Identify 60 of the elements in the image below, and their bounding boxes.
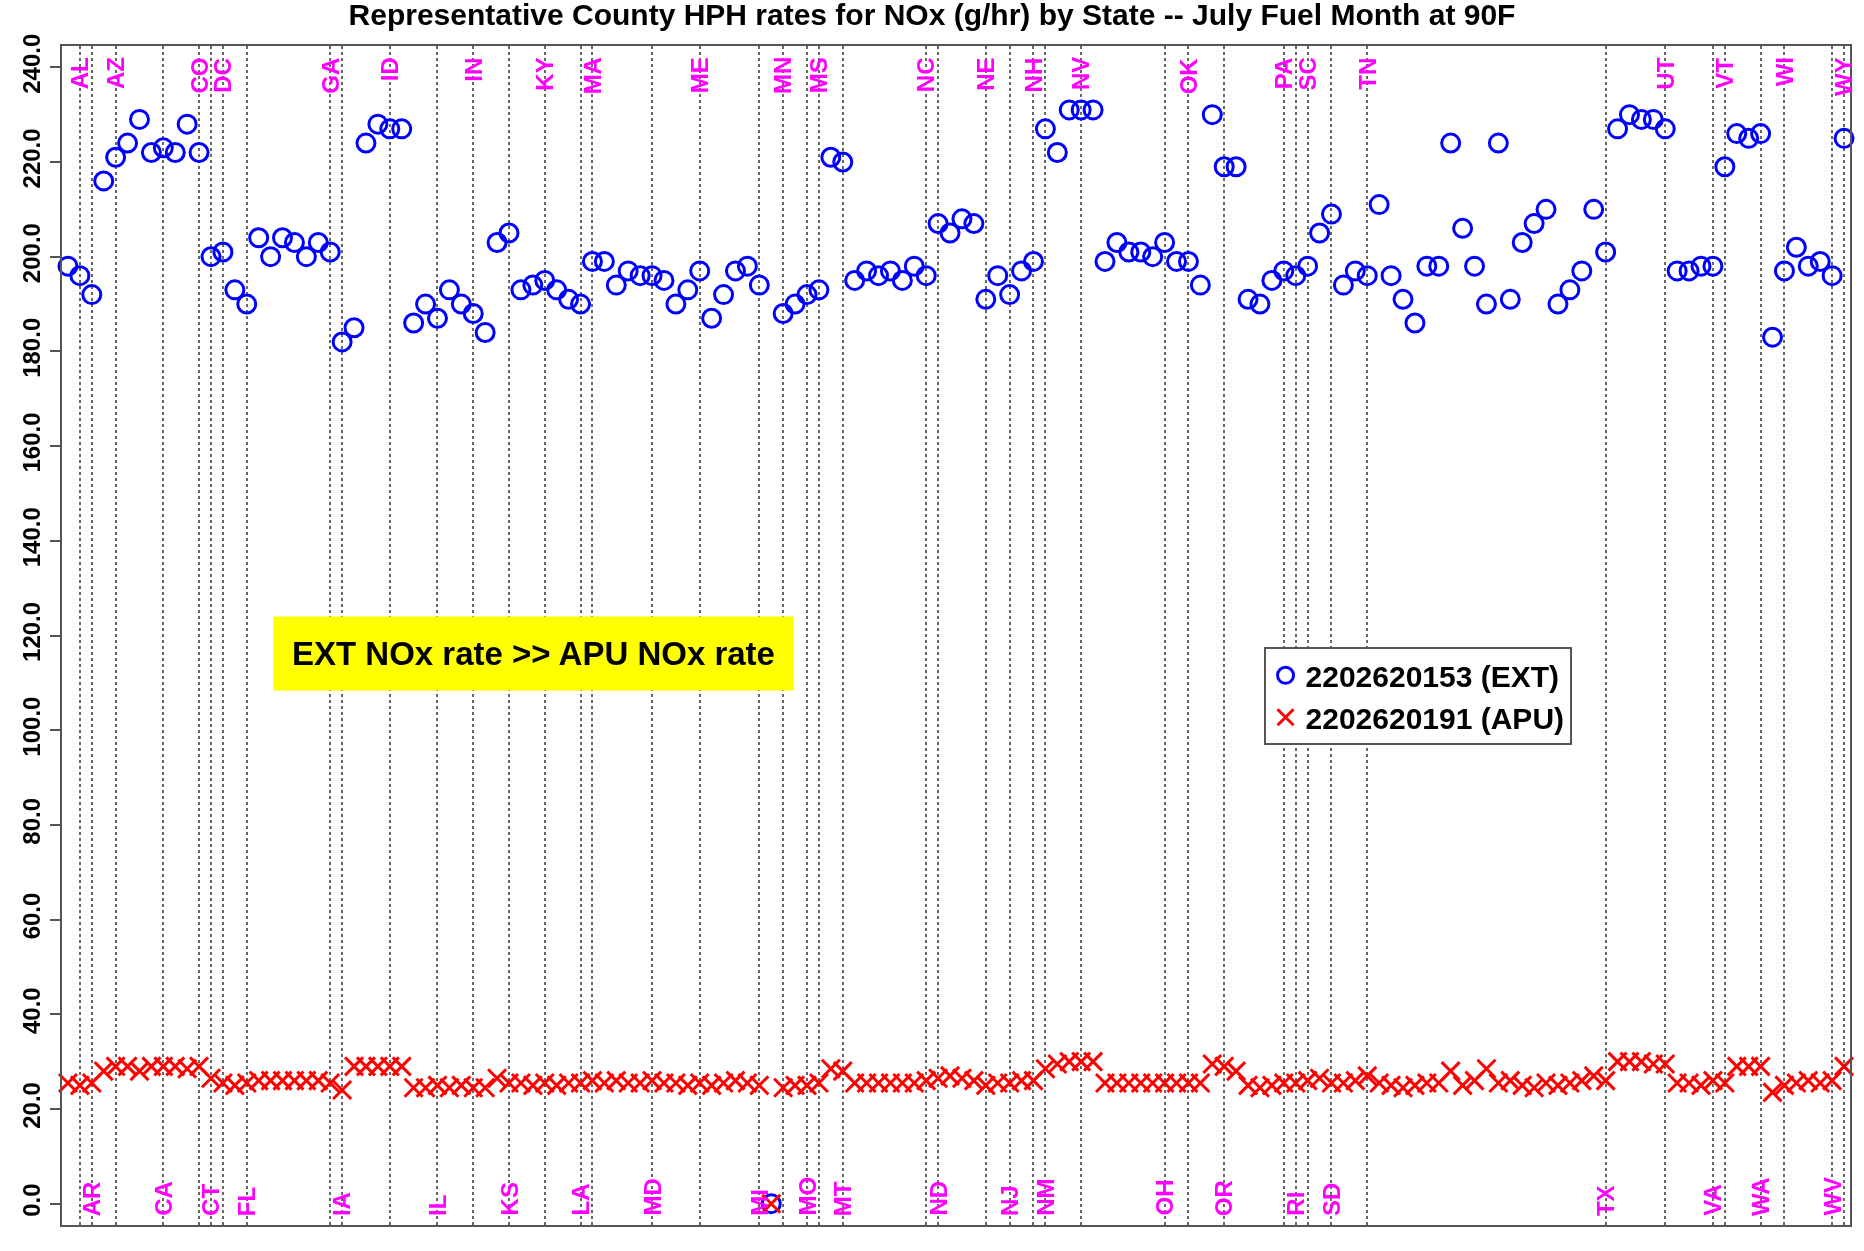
x-tick-label: MO <box>793 1176 821 1216</box>
legend-label: 2202620191 (APU) <box>1305 701 1565 735</box>
x-tick-label: MT <box>829 1181 857 1217</box>
x-tick-label: ID <box>376 57 404 82</box>
y-tick-label: 200.0 <box>18 223 46 284</box>
x-tick-label: KS <box>495 1182 523 1216</box>
annotation: EXT NOx rate >> APU NOx rate <box>292 635 775 672</box>
x-tick-label: VT <box>1710 57 1738 89</box>
x-tick-label: NE <box>971 57 999 91</box>
x-tick-label: WI <box>1770 57 1798 87</box>
x-tick-label: NV <box>1067 56 1095 91</box>
x-tick-label: ND <box>924 1180 952 1216</box>
x-tick-label: OR <box>1210 1180 1238 1217</box>
x-tick-label: OH <box>1150 1179 1178 1216</box>
x-tick-label: MI <box>745 1189 773 1216</box>
x-tick-label: SD <box>1318 1182 1346 1216</box>
x-tick-label: FL <box>233 1186 261 1217</box>
x-tick-label: WV <box>1818 1176 1846 1216</box>
x-tick-label: UT <box>1651 57 1679 90</box>
y-tick-label: 240.0 <box>18 33 46 94</box>
x-tick-label: RI <box>1281 1191 1309 1216</box>
x-tick-label: WA <box>1747 1177 1775 1217</box>
y-tick-label: 160.0 <box>18 412 46 473</box>
x-tick-label: IL <box>424 1194 452 1216</box>
x-tick-label: GA <box>316 57 344 94</box>
x-tick-label: AZ <box>102 57 130 90</box>
x-tick-label: NM <box>1031 1178 1059 1216</box>
x-tick-label: IN <box>459 57 487 82</box>
x-tick-label: LA <box>566 1183 594 1216</box>
x-tick-label: TN <box>1353 57 1381 90</box>
x-tick-label: MN <box>769 56 797 95</box>
x-tick-label: OK <box>1174 57 1202 95</box>
y-tick-label: 180.0 <box>18 317 46 378</box>
y-tick-label: 40.0 <box>18 987 46 1035</box>
y-tick-label: 140.0 <box>18 507 46 568</box>
x-tick-label: CA <box>149 1181 177 1216</box>
y-tick-label: 0.0 <box>18 1183 46 1217</box>
y-tick-label: 120.0 <box>18 601 46 662</box>
chart-title: Representative County HPH rates for NOx (g/hr) by State -- July Fuel Month at 90F <box>348 0 1516 31</box>
x-tick-label: KY <box>530 57 558 91</box>
x-tick-label: MS <box>805 57 833 94</box>
y-tick-label: 80.0 <box>18 797 46 845</box>
x-tick-label: AL <box>66 57 94 90</box>
x-tick-label: NJ <box>996 1185 1024 1217</box>
x-tick-label: IA <box>328 1192 356 1217</box>
x-tick-label: VA <box>1698 1184 1726 1216</box>
x-tick-label: WY <box>1830 57 1858 96</box>
x-tick-label: MA <box>578 57 606 95</box>
legend-label: 2202620153 (EXT) <box>1305 659 1560 693</box>
x-tick-label: AR <box>78 1181 106 1217</box>
x-tick-label: ME <box>686 57 714 94</box>
x-tick-label: NC <box>912 57 940 93</box>
y-tick-label: 100.0 <box>18 696 46 757</box>
x-tick-label: CT <box>197 1183 225 1216</box>
y-tick-label: 220.0 <box>18 128 46 189</box>
x-tick-label: NH <box>1019 57 1047 93</box>
y-tick-label: 20.0 <box>18 1082 46 1129</box>
x-tick-label: TX <box>1592 1185 1620 1217</box>
y-tick-label: 60.0 <box>18 892 46 940</box>
x-tick-label: MD <box>638 1178 666 1216</box>
